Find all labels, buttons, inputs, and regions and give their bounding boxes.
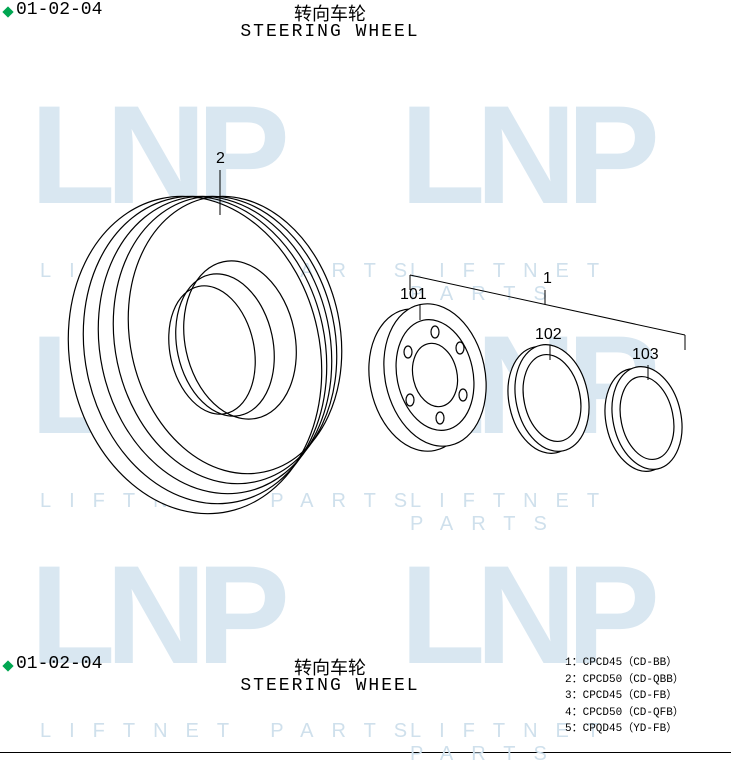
callout-103: 103 xyxy=(632,346,659,364)
header-code: 01-02-04 xyxy=(16,0,102,20)
legend-block: 1：CPCD45（CD-BB） 2：CPCD50（CD-QBB） 3：CPCD4… xyxy=(565,655,684,738)
exploded-diagram xyxy=(0,0,731,753)
callout-101: 101 xyxy=(400,286,427,304)
legend-line-2: 2：CPCD50（CD-QBB） xyxy=(565,672,684,689)
callout-2: 2 xyxy=(216,150,225,168)
header-title-en: STEERING WHEEL xyxy=(180,22,480,42)
footer-title-en: STEERING WHEEL xyxy=(180,676,480,696)
legend-line-4: 4：CPCD50（CD-QFB） xyxy=(565,705,684,722)
legend-line-1: 1：CPCD45（CD-BB） xyxy=(565,655,684,672)
callout-102: 102 xyxy=(535,326,562,344)
legend-line-5: 5：CPQD45（YD-FB） xyxy=(565,721,684,738)
callout-1: 1 xyxy=(543,270,552,288)
legend-line-3: 3：CPCD45（CD-FB） xyxy=(565,688,684,705)
footer-code: 01-02-04 xyxy=(16,654,102,674)
